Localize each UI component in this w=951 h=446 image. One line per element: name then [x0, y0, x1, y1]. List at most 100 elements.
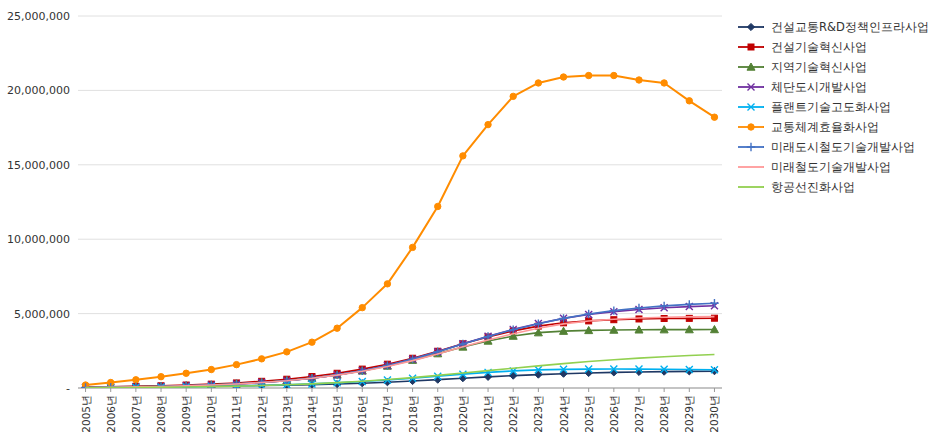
point [510, 326, 517, 333]
point [560, 315, 567, 322]
point [685, 300, 693, 308]
point [560, 327, 568, 334]
point [459, 375, 466, 382]
legend-label: 건설기술혁신사업 [771, 40, 867, 54]
point [560, 74, 566, 80]
legend-swatch [738, 166, 764, 168]
point [610, 306, 618, 314]
point [711, 366, 718, 373]
point [560, 366, 567, 373]
legend-label: 미래철도기술개발사업 [771, 160, 891, 174]
legend-label: 항공선진화사업 [771, 180, 855, 194]
x-tick [588, 388, 589, 392]
x-tick-label: 2007년 [130, 395, 142, 433]
point [133, 377, 139, 383]
x-tick [437, 388, 438, 392]
x-tick-label: 2029년 [683, 395, 695, 433]
x-tick-label: 2027년 [633, 395, 645, 433]
legend-item: 체단도시개발사업 [738, 80, 867, 94]
legend-item: 항공선진화사업 [738, 180, 855, 194]
x-tick [161, 388, 162, 392]
x-tick [261, 388, 262, 392]
x-axis: 2005년2006년2007년2008년2009년2010년2011년2012년… [80, 388, 721, 433]
point [660, 302, 668, 310]
point [636, 77, 642, 83]
x-tick-label: 2011년 [230, 395, 242, 433]
legend-label: 체단도시개발사업 [771, 80, 867, 94]
x-tick [613, 388, 614, 392]
x-tick [186, 388, 187, 392]
point [208, 366, 214, 372]
x-tick-label: 2021년 [482, 395, 494, 433]
point [610, 326, 618, 333]
point [460, 153, 466, 159]
y-tick-label: 15,000,000 [7, 159, 70, 172]
y-axis: -5,000,00010,000,00015,000,00020,000,000… [7, 10, 70, 395]
y-tick-label: 5,000,000 [14, 308, 70, 321]
legend-marker [748, 84, 755, 91]
point [635, 326, 643, 333]
legend-item: 지역기술혁신사업 [738, 60, 867, 74]
x-tick-label: 2019년 [432, 395, 444, 433]
point [359, 304, 365, 310]
legend-marker [748, 44, 754, 50]
series [86, 317, 715, 388]
y-tick-label: 25,000,000 [7, 10, 70, 23]
legend-marker [747, 63, 755, 70]
x-tick-label: 2016년 [356, 395, 368, 433]
legend-item: 플랜트기술고도화사업 [738, 100, 891, 114]
point [711, 114, 717, 120]
x-tick [714, 388, 715, 392]
point [284, 349, 290, 355]
series-line [86, 303, 715, 387]
x-tick-label: 2022년 [507, 395, 519, 433]
point [334, 380, 341, 387]
legend-item: 건설기술혁신사업 [738, 40, 867, 54]
x-tick [110, 388, 111, 392]
point [635, 304, 643, 312]
legend-marker [747, 23, 754, 30]
x-tick-label: 2008년 [155, 395, 167, 433]
x-tick-label: 2012년 [256, 395, 268, 433]
y-tick-label: - [66, 382, 70, 395]
x-tick-label: 2014년 [306, 395, 318, 433]
point [409, 244, 415, 250]
x-tick-label: 2023년 [532, 395, 544, 433]
x-tick-label: 2013년 [281, 395, 293, 433]
point [233, 361, 239, 367]
series [86, 355, 715, 388]
x-tick [538, 388, 539, 392]
legend-label: 교통체계효율화사업 [771, 120, 879, 134]
grid-line [78, 239, 722, 240]
point [510, 93, 516, 99]
point [686, 366, 693, 373]
x-tick [236, 388, 237, 392]
legend-swatch [738, 186, 764, 188]
x-tick [135, 388, 136, 392]
x-tick [664, 388, 665, 392]
point [584, 310, 592, 318]
series-line [86, 355, 715, 388]
x-tick-label: 2020년 [457, 395, 469, 433]
y-grid [78, 16, 722, 388]
point [158, 373, 164, 379]
x-tick [563, 388, 564, 392]
legend-label: 플랜트기술고도화사업 [771, 100, 891, 114]
point [435, 203, 441, 209]
x-tick [412, 388, 413, 392]
series [81, 299, 718, 388]
series-line [86, 317, 715, 388]
legend-marker [747, 143, 755, 151]
legend-label: 지역기술혁신사업 [771, 60, 867, 74]
x-tick-label: 2005년 [80, 395, 92, 433]
point [585, 72, 591, 78]
point [585, 369, 592, 376]
x-tick-label: 2026년 [608, 395, 620, 433]
grid-line [78, 164, 722, 165]
point [534, 329, 542, 336]
x-tick-label: 2028년 [658, 395, 670, 433]
point [258, 356, 264, 362]
point [610, 366, 617, 373]
legend-item: 미래철도기술개발사업 [738, 160, 891, 174]
chart: -5,000,00010,000,00015,000,00020,000,000… [0, 0, 951, 446]
